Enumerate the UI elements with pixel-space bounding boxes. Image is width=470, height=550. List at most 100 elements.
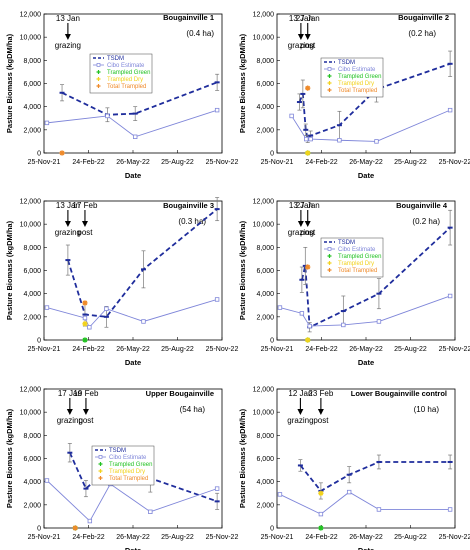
cibo-point (346, 489, 352, 495)
y-tick-label: 4,000 (256, 291, 274, 298)
y-axis-label: Pasture Biomass (kgDM/ha) (5, 220, 14, 320)
legend-label: Total Trampled (109, 476, 148, 482)
legend-swatch (96, 77, 101, 81)
annotation-date: 23 Feb (308, 389, 333, 398)
legend-swatch (327, 67, 332, 71)
y-tick-label: 12,000 (20, 199, 42, 206)
series-cibo-estimate (277, 293, 453, 329)
legend-label: Total Trampled (107, 84, 146, 90)
legend-swatch (96, 63, 101, 67)
legend-swatch (327, 268, 332, 272)
annotation-date: 17 Feb (73, 201, 98, 210)
x-axis-label: Date (125, 546, 141, 550)
cibo-point (299, 311, 305, 316)
legend-label: Total Trampled (338, 268, 377, 274)
annotation-event: grazing (55, 228, 81, 237)
cibo-line (279, 491, 451, 515)
annotation-event: post (300, 228, 316, 237)
chart-panel-6: 0 2,000 4,000 6,000 8,000 10,000 12,000 25-Nov-… (238, 387, 470, 550)
cibo-point (87, 325, 92, 330)
annotation-arrowhead (317, 409, 324, 415)
series-tsdm (297, 454, 453, 500)
x-tick-label: 25-Nov-21 (261, 534, 294, 541)
x-tick-label: 25-Aug-22 (394, 159, 427, 166)
y-axis-label: Pasture Biomass (kgDM/ha) (5, 408, 14, 508)
trampled-point (82, 300, 88, 306)
trampled-point (72, 525, 78, 531)
y-tick-label: 10,000 (20, 35, 42, 42)
series-cibo-estimate (289, 107, 453, 144)
x-axis-label: Date (358, 546, 374, 550)
annotation-arrowhead (64, 221, 71, 227)
x-axis-label: Date (358, 171, 374, 180)
y-tick-label: 12,000 (253, 387, 275, 394)
cibo-point (82, 315, 88, 321)
legend-swatch (98, 455, 103, 459)
annotation-date: 13 Jan (56, 201, 80, 210)
y-tick-label: 0 (270, 338, 274, 345)
annotation-event: grazing (55, 41, 81, 50)
annotation-event: post (77, 228, 93, 237)
cibo-point (304, 136, 309, 142)
cibo-point (105, 113, 110, 119)
y-tick-label: 10,000 (20, 410, 42, 417)
y-tick-label: 8,000 (23, 245, 41, 252)
y-tick-label: 12,000 (20, 12, 42, 19)
x-tick-label: 25-Nov-21 (261, 346, 294, 353)
annotation-date: 17 Jan (58, 389, 82, 398)
annotation-arrowhead (81, 221, 88, 227)
legend-label: Cibo Estimate (338, 67, 376, 73)
annotation-arrowhead (66, 409, 73, 415)
legend-label: Cibo Estimate (109, 455, 147, 461)
series-trampled-dry (305, 337, 311, 343)
y-tick-label: 8,000 (23, 58, 41, 65)
annotation-date: 19 Feb (73, 389, 98, 398)
series-cibo-estimate (44, 297, 220, 330)
y-tick-label: 6,000 (23, 81, 41, 88)
annotation-arrowhead (64, 34, 71, 40)
annotation-arrowhead (297, 34, 304, 40)
annotation-date: 27 Jan (296, 14, 320, 23)
y-tick-label: 2,000 (256, 127, 274, 134)
chart-title: Bougainville 4 (396, 201, 448, 210)
cibo-point (318, 511, 324, 517)
y-tick-label: 12,000 (20, 387, 42, 394)
x-tick-label: 26-May-22 (116, 159, 150, 166)
y-axis-label: Pasture Biomass (kgDM/ha) (238, 408, 247, 508)
cibo-point (148, 509, 153, 514)
x-axis-label: Date (125, 358, 141, 367)
annotation-arrowhead (304, 221, 311, 227)
y-tick-label: 2,000 (23, 314, 41, 321)
x-tick-label: 25-Aug-22 (161, 346, 194, 353)
chart-panel-1: 0 2,000 4,000 6,000 8,000 10,000 12,000 25-Nov-… (5, 12, 238, 181)
cibo-point (214, 107, 220, 113)
trampled-point (305, 85, 311, 91)
x-axis-label: Date (358, 358, 374, 367)
y-tick-label: 4,000 (256, 104, 274, 111)
x-tick-label: 24-Feb-22 (305, 159, 337, 166)
y-tick-label: 8,000 (256, 58, 274, 65)
y-tick-label: 8,000 (256, 245, 274, 252)
trampled-point (318, 525, 324, 531)
legend-label: Cibo Estimate (338, 247, 376, 253)
chart-panel-5: 0 2,000 4,000 6,000 8,000 10,000 12,000 25-Nov-… (5, 387, 238, 550)
legend-label: Cibo Estimate (107, 63, 145, 69)
chart-subtitle: (54 ha) (180, 405, 206, 414)
y-tick-label: 10,000 (20, 222, 42, 229)
chart-title: Bougainville 3 (163, 201, 214, 210)
y-tick-label: 12,000 (253, 12, 275, 19)
legend-swatch (327, 247, 332, 251)
trampled-point (59, 150, 65, 156)
x-tick-label: 25-Nov-22 (439, 159, 470, 166)
y-tick-label: 12,000 (253, 199, 275, 206)
legend-swatch (327, 74, 332, 78)
cibo-point (44, 120, 50, 126)
cibo-point (374, 139, 379, 144)
x-tick-label: 25-Nov-22 (206, 534, 239, 541)
y-tick-label: 2,000 (256, 502, 274, 509)
chart-title: Lower Bougainville control (351, 389, 447, 398)
x-tick-label: 24-Feb-22 (305, 534, 337, 541)
trampled-point (305, 264, 311, 270)
